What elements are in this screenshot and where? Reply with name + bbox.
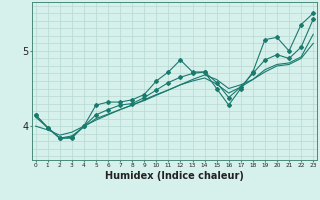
X-axis label: Humidex (Indice chaleur): Humidex (Indice chaleur) — [105, 171, 244, 181]
